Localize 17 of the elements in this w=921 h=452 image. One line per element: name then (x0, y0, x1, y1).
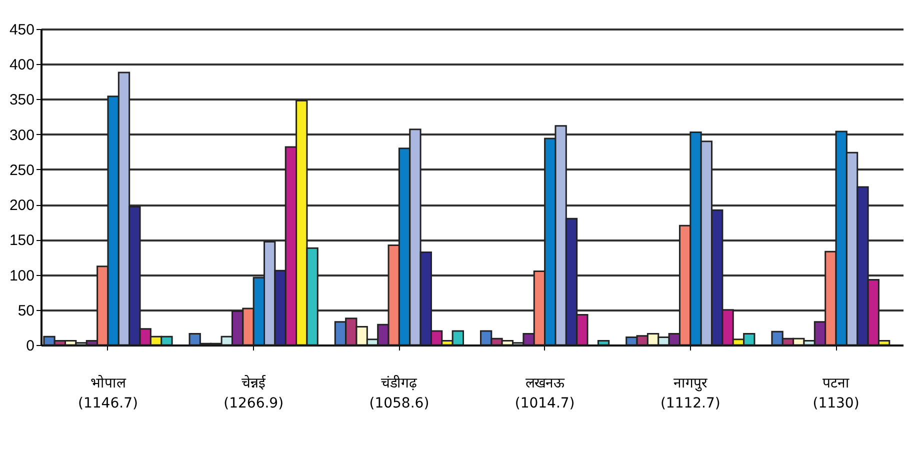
y-tick-label: 150 (9, 232, 34, 250)
bar (597, 340, 610, 346)
x-tick-label: चेन्नई (1266.9) (224, 374, 284, 412)
y-tick-label: 350 (9, 92, 34, 109)
x-tick-label: पटना (1130) (812, 376, 860, 412)
x-tick-label: लखनऊ (1014.7) (514, 376, 575, 412)
y-tick-label: 300 (9, 126, 34, 144)
y-tick-label: 0 (26, 338, 34, 354)
y-tick-label: 250 (9, 162, 34, 179)
y-tick-label: 100 (9, 267, 34, 284)
y-tick-label: 50 (18, 302, 34, 320)
x-tick-label: भोपाल (1146.7) (78, 374, 138, 412)
y-tick-label: 200 (9, 197, 34, 214)
y-tick-label: 450 (9, 22, 34, 38)
x-tick-label: नागपुर (1112.7) (660, 376, 720, 412)
x-tick-label: चंडीगढ़ (1058.6) (369, 374, 430, 412)
y-tick-label: 400 (9, 56, 34, 74)
